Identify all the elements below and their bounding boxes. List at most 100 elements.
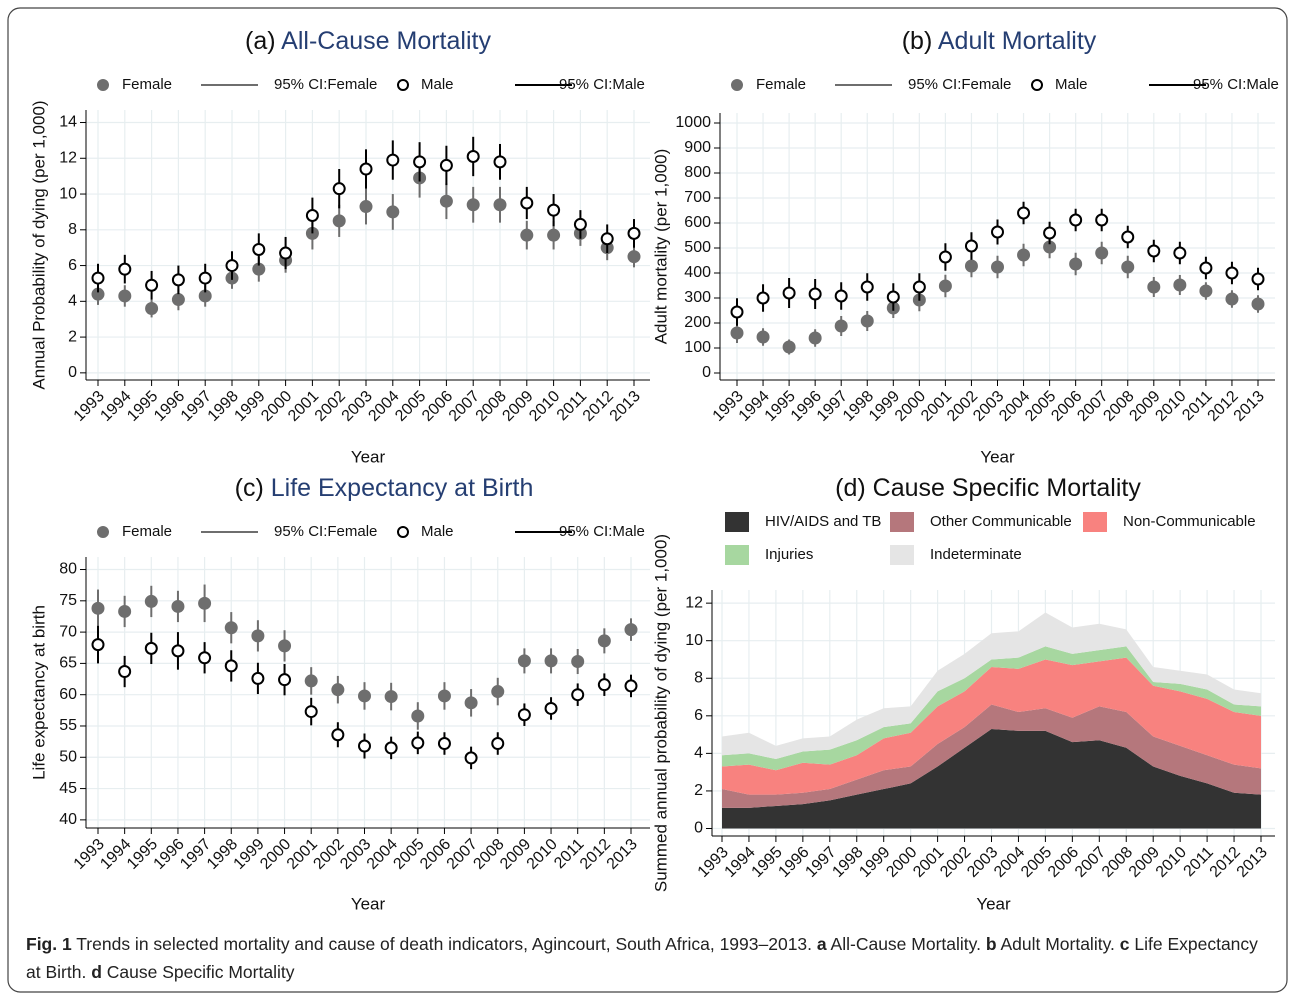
x-tick-label: 2003 [337,836,374,873]
legend-label: Male [421,523,454,540]
y-tick-label: 8 [694,669,703,686]
area [722,612,1261,760]
legend-swatch [890,512,914,532]
x-tick-label: 1995 [124,388,161,425]
point [782,286,796,300]
point [1199,284,1213,298]
point [411,736,425,750]
x-tick-label: 2001 [284,836,321,873]
point [964,239,978,253]
point [520,196,534,210]
x-tick-label: 2012 [580,388,617,425]
area [722,728,1261,829]
legend-swatch [890,545,914,565]
point [627,250,641,264]
point [251,671,265,685]
legend-label: Non-Communicable [1123,513,1256,530]
x-tick-label: 1993 [71,388,108,425]
y-tick-label: 200 [684,314,711,331]
point [886,290,900,304]
point [437,737,451,751]
point [1251,272,1265,286]
y-axis-label: Adult mortality (per 1,000) [651,149,670,345]
x-tick-label: 2006 [417,836,454,873]
point [413,155,427,169]
caption-text: c [1119,934,1130,954]
y-tick-label: 75 [59,592,77,609]
legend-marker [97,79,109,91]
x-tick-label: 2003 [339,388,376,425]
title-text: Life Expectancy at Birth [271,474,534,502]
x-tick-label: 2012 [1207,844,1244,881]
title-label: (d) [835,474,866,502]
x-axis-label: Year [980,447,1015,466]
x-tick-label: 1993 [695,844,732,881]
point [912,280,926,294]
point [411,709,425,723]
point [145,301,159,315]
caption-text: Trends in selected mortality and cause o… [76,934,813,954]
point [1173,278,1187,292]
legend-swatch [1083,512,1107,532]
caption-text: Fig. 1 [26,934,72,954]
y-axis-label: Annual Probability of dying (per 1,000) [29,100,48,389]
legend-label: Indeterminate [930,546,1022,563]
x-tick-label: 2006 [1045,844,1082,881]
point [808,331,822,345]
point [118,665,132,679]
point [171,273,185,287]
x-tick-label: 2012 [577,836,614,873]
x-tick-label: 2000 [883,844,920,881]
x-tick-label: 1993 [71,836,108,873]
point [304,674,318,688]
point [224,659,238,673]
x-tick-label: 2005 [1018,844,1055,881]
point [466,198,480,212]
x-tick-label: 2006 [419,388,456,425]
point [1017,206,1031,220]
x-tick-label: 2003 [964,844,1001,881]
x-tick-label: 2009 [1126,844,1163,881]
x-axis-label: Year [351,894,386,913]
point [597,678,611,692]
y-tick-label: 300 [684,289,711,306]
y-tick-label: 500 [684,239,711,256]
x-tick-label: 2001 [285,388,322,425]
point [1069,213,1083,227]
point [517,654,531,668]
x-tick-label: 2007 [446,388,483,425]
legend-marker [1031,79,1043,91]
point [464,696,478,710]
point [384,741,398,755]
y-tick-label: 12 [685,594,703,611]
legend-label: Female [122,523,172,540]
point [145,278,159,292]
y-tick-label: 80 [59,561,77,578]
chart-title: (a) All-Cause Mortality [245,27,491,55]
point [756,330,770,344]
point [91,638,105,652]
y-tick-label: 600 [684,214,711,231]
x-tick-label: 1998 [829,844,866,881]
point [358,739,371,753]
y-tick-label: 50 [59,748,77,765]
point [1069,257,1083,271]
x-tick-label: 2002 [937,844,974,881]
x-tick-label: 1995 [749,844,786,881]
legend-marker [97,526,109,538]
title-label: (c) [235,474,264,502]
point [1251,297,1265,311]
legend-label: 95% CI:Female [274,523,377,540]
x-tick-label: 1997 [177,836,214,873]
point [359,162,373,176]
point [358,689,371,703]
y-tick-label: 70 [59,623,77,640]
y-tick-label: 12 [59,149,77,166]
point [332,214,346,228]
x-tick-label: 1997 [802,844,839,881]
legend-marker [397,79,409,91]
y-tick-label: 6 [68,257,77,274]
point [386,153,400,167]
point [1147,244,1161,258]
point [571,688,585,702]
